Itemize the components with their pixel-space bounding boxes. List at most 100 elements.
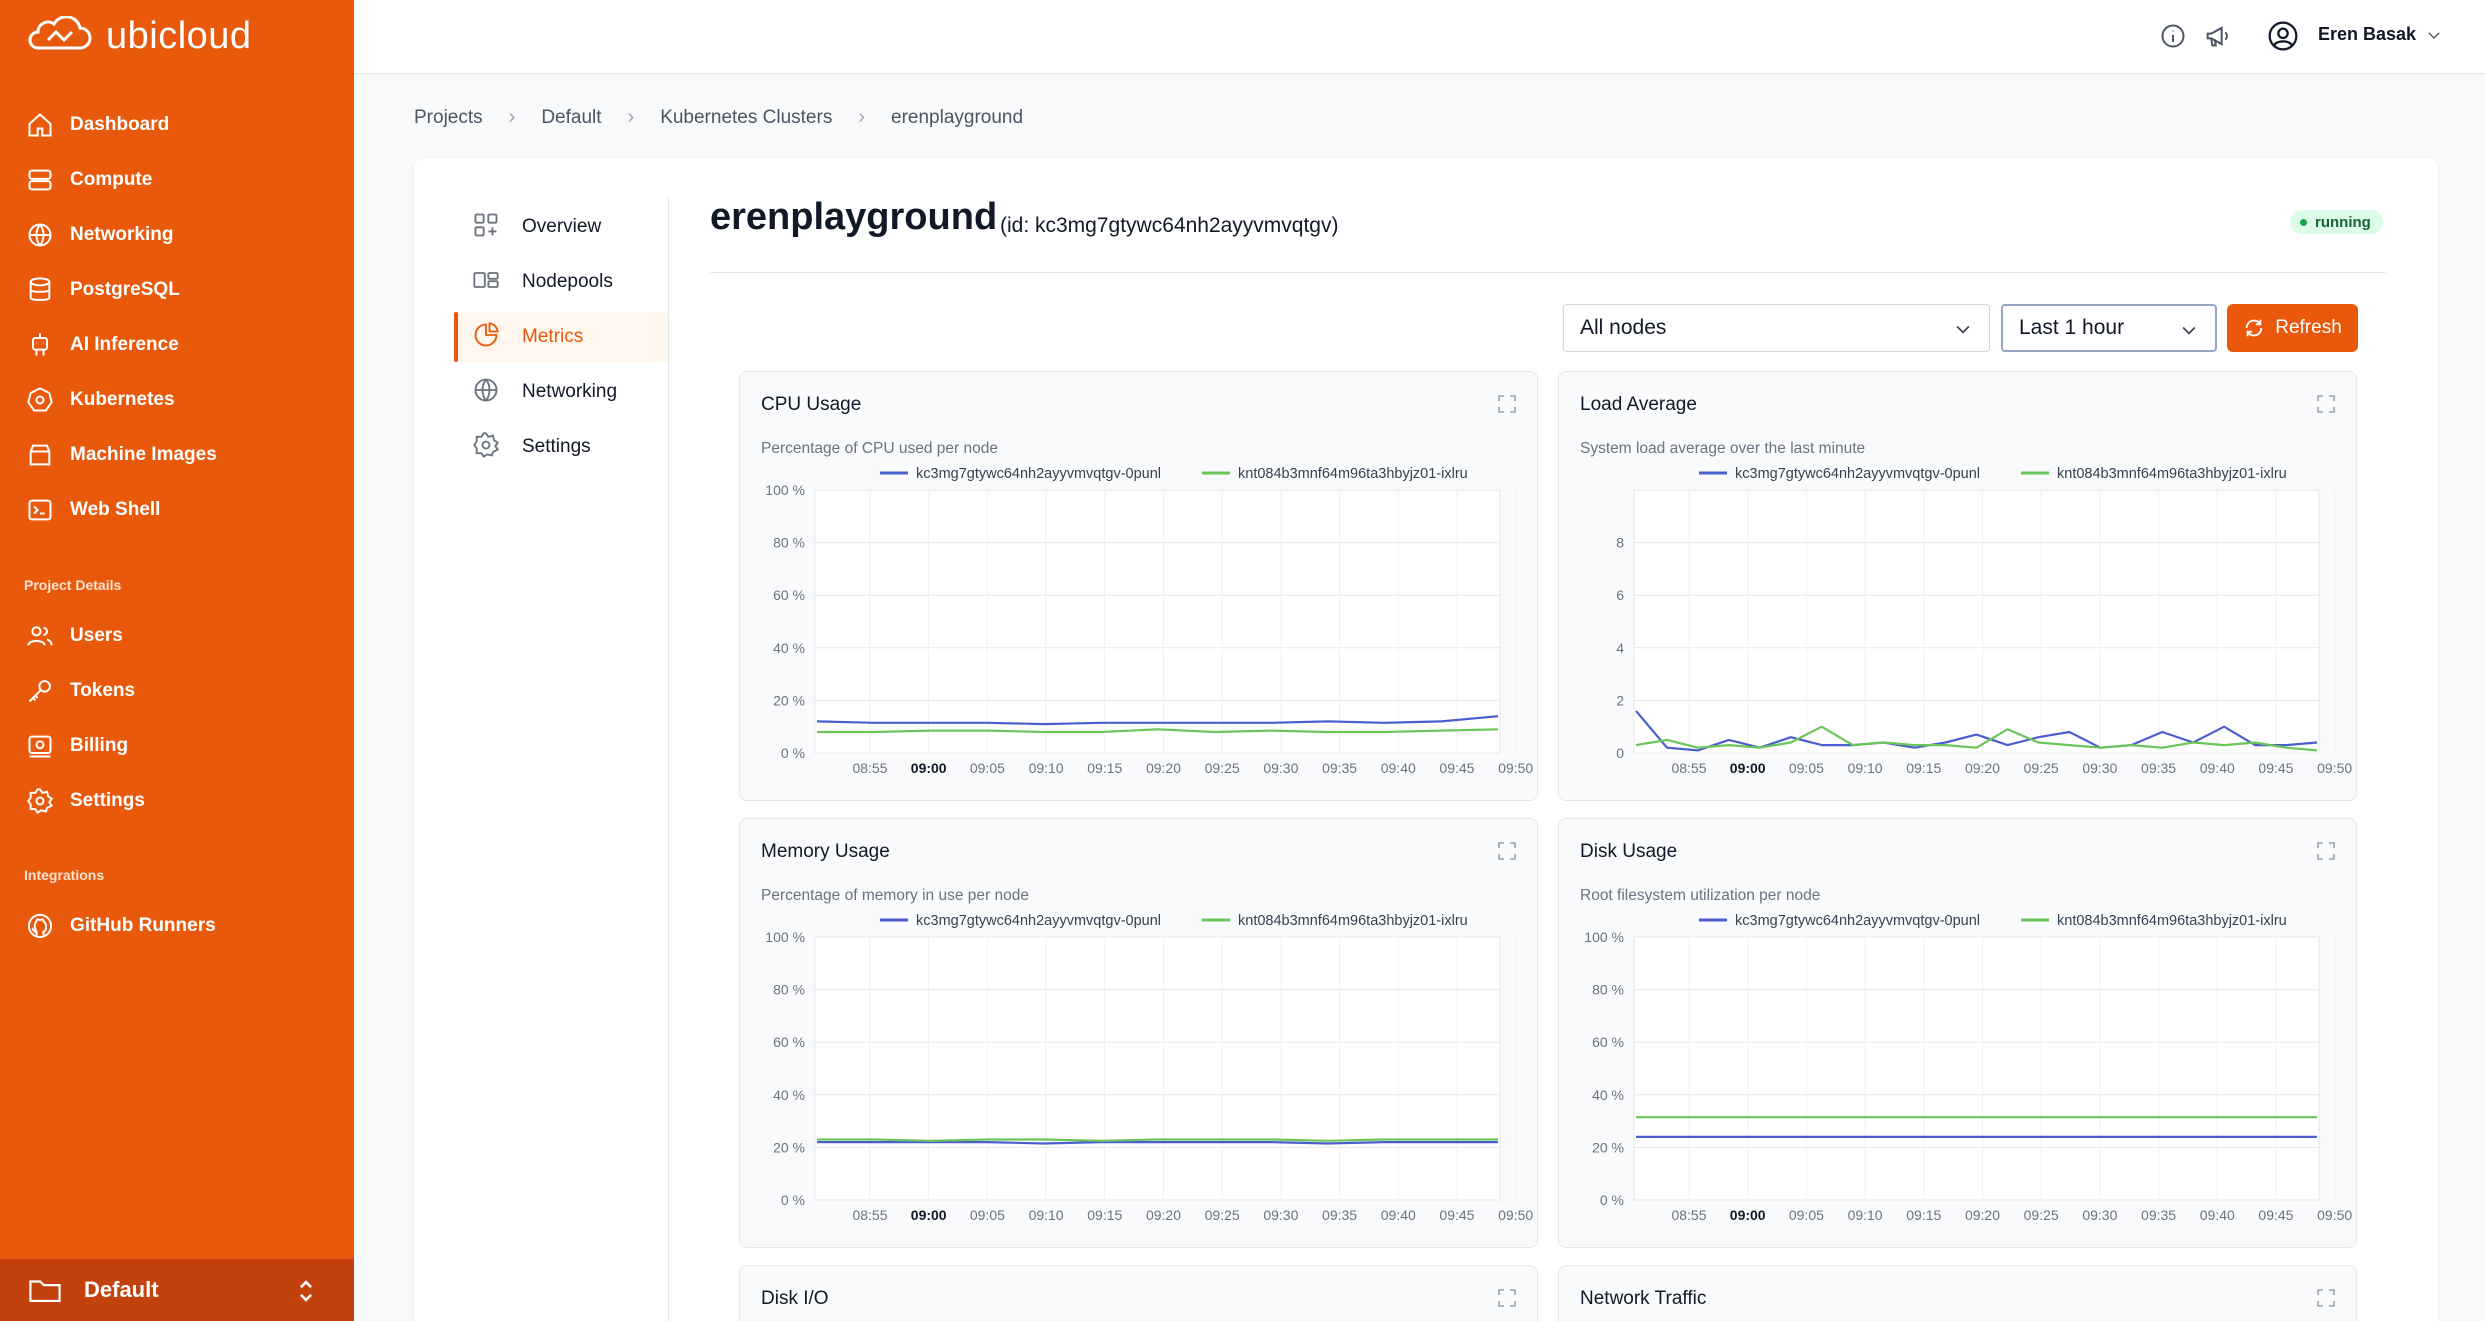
y-tick-label: 80 % bbox=[773, 535, 805, 551]
plot-area bbox=[1633, 936, 2320, 1201]
y-tick-label: 0 bbox=[1616, 745, 1624, 761]
refresh-label: Refresh bbox=[2275, 317, 2342, 338]
tab-nodepools[interactable]: Nodepools bbox=[454, 257, 670, 307]
user-avatar-icon[interactable] bbox=[2267, 20, 2299, 52]
x-tick-label: 09:30 bbox=[1263, 760, 1298, 776]
y-tick-label: 20 % bbox=[1592, 1139, 1624, 1155]
brand-logo[interactable]: ubicloud bbox=[24, 14, 252, 58]
sidebar-item-machine-images[interactable]: Machine Images bbox=[0, 427, 354, 482]
series-line bbox=[817, 1141, 1498, 1145]
breadcrumb-cluster[interactable]: erenplayground bbox=[891, 106, 1024, 128]
project-switcher[interactable]: Default bbox=[0, 1259, 354, 1321]
tab-overview[interactable]: Overview bbox=[454, 202, 670, 252]
x-tick-label: 09:20 bbox=[1965, 760, 2000, 776]
project-details-heading: Project Details bbox=[24, 577, 122, 593]
x-tick-label: 09:05 bbox=[970, 1207, 1005, 1223]
x-tick-label: 09:40 bbox=[2200, 1207, 2235, 1223]
y-tick-label: 80 % bbox=[1592, 982, 1624, 998]
chart-subtitle: Root filesystem utilization per node bbox=[1580, 887, 1821, 904]
expand-icon[interactable] bbox=[1497, 1288, 1517, 1308]
sidebar-item-label: Machine Images bbox=[70, 443, 217, 465]
time-range-value: Last 1 hour bbox=[2019, 316, 2125, 339]
users-icon bbox=[26, 622, 54, 650]
folder-icon bbox=[29, 1280, 61, 1303]
sidebar-item-label: Kubernetes bbox=[70, 388, 175, 410]
legend-label: kc3mg7gtywc64nh2ayyvmvqtgv-0punl bbox=[1735, 466, 1980, 482]
breadcrumb-projects[interactable]: Projects bbox=[414, 106, 483, 128]
y-tick-label: 4 bbox=[1616, 640, 1624, 656]
x-tick-label: 09:35 bbox=[1322, 1207, 1357, 1223]
sidebar-item-tokens[interactable]: Tokens bbox=[0, 663, 354, 718]
sidebar-item-networking[interactable]: Networking bbox=[0, 207, 354, 262]
megaphone-icon[interactable] bbox=[2203, 22, 2231, 50]
info-icon[interactable] bbox=[2159, 22, 2187, 50]
sidebar-item-kubernetes[interactable]: Kubernetes bbox=[0, 372, 354, 427]
x-tick-label: 09:20 bbox=[1965, 1207, 2000, 1223]
x-tick-label: 09:05 bbox=[970, 760, 1005, 776]
expand-icon[interactable] bbox=[1497, 841, 1517, 861]
server-icon bbox=[26, 166, 54, 194]
series-line bbox=[1635, 710, 2318, 752]
sidebar-item-web-shell[interactable]: Web Shell bbox=[0, 482, 354, 537]
breadcrumb-default[interactable]: Default bbox=[541, 106, 602, 128]
status-text: running bbox=[2315, 213, 2371, 231]
sidebar-item-users[interactable]: Users bbox=[0, 608, 354, 663]
refresh-button[interactable]: Refresh bbox=[2227, 304, 2358, 352]
chart-title: Disk I/O bbox=[761, 1288, 829, 1309]
chevron-down-icon[interactable] bbox=[2425, 26, 2443, 44]
tab-settings[interactable]: Settings bbox=[454, 422, 670, 472]
globe-icon bbox=[26, 221, 54, 249]
sidebar-item-settings[interactable]: Settings bbox=[0, 773, 354, 828]
x-tick-label: 09:30 bbox=[2082, 760, 2117, 776]
y-tick-label: 8 bbox=[1616, 535, 1624, 551]
x-tick-label: 09:20 bbox=[1146, 1207, 1181, 1223]
sidebar-item-postgresql[interactable]: PostgreSQL bbox=[0, 262, 354, 317]
tab-metrics[interactable]: Metrics bbox=[454, 312, 670, 362]
sidebar-item-label: PostgreSQL bbox=[70, 278, 180, 300]
y-tick-label: 20 % bbox=[773, 692, 805, 708]
y-tick-label: 60 % bbox=[1592, 1034, 1624, 1050]
x-tick-label: 09:00 bbox=[1730, 760, 1766, 776]
database-icon bbox=[26, 276, 54, 304]
tab-networking[interactable]: Networking bbox=[454, 367, 670, 417]
sidebar-item-github-runners[interactable]: GitHub Runners bbox=[0, 898, 354, 953]
home-icon bbox=[26, 111, 54, 139]
chevron-right-icon: › bbox=[508, 106, 516, 128]
plot-area bbox=[814, 489, 1501, 754]
legend-label: knt084b3mnf64m96ta3hbyjz01-ixlru bbox=[2057, 913, 2287, 929]
github-icon bbox=[26, 912, 54, 940]
expand-icon[interactable] bbox=[1497, 394, 1517, 414]
sidebar-item-label: Dashboard bbox=[70, 113, 170, 135]
node-select[interactable]: All nodes bbox=[1563, 304, 1990, 352]
expand-icon[interactable] bbox=[2316, 1288, 2336, 1308]
y-tick-label: 2 bbox=[1616, 692, 1624, 708]
series-line bbox=[817, 1138, 1498, 1142]
x-tick-label: 09:45 bbox=[2258, 1207, 2293, 1223]
sidebar-item-ai-inference[interactable]: AI Inference bbox=[0, 317, 354, 372]
expand-icon[interactable] bbox=[2316, 841, 2336, 861]
plot-area bbox=[1633, 489, 2320, 754]
kubernetes-icon bbox=[26, 386, 54, 414]
sidebar-item-label: Web Shell bbox=[70, 498, 161, 520]
x-tick-label: 09:10 bbox=[1029, 760, 1064, 776]
sidebar-item-dashboard[interactable]: Dashboard bbox=[0, 97, 354, 152]
y-tick-label: 40 % bbox=[773, 640, 805, 656]
breadcrumb-kubernetes-clusters[interactable]: Kubernetes Clusters bbox=[660, 106, 833, 128]
sidebar-item-compute[interactable]: Compute bbox=[0, 152, 354, 207]
sidebar-item-label: GitHub Runners bbox=[70, 914, 216, 936]
tab-label: Settings bbox=[522, 436, 591, 457]
expand-icon[interactable] bbox=[2316, 394, 2336, 414]
time-range-select[interactable]: Last 1 hour bbox=[2001, 304, 2217, 352]
series-line bbox=[817, 728, 1499, 734]
sidebar-item-label: Billing bbox=[70, 734, 129, 756]
x-tick-label: 09:15 bbox=[1906, 1207, 1941, 1223]
y-tick-label: 0 % bbox=[781, 745, 805, 761]
plot-area bbox=[814, 936, 1501, 1201]
sidebar-item-billing[interactable]: Billing bbox=[0, 718, 354, 773]
sidebar-item-label: Compute bbox=[70, 168, 153, 190]
x-tick-label: 09:50 bbox=[1498, 1207, 1533, 1223]
x-tick-label: 09:05 bbox=[1789, 760, 1824, 776]
x-tick-label: 09:45 bbox=[1439, 1207, 1474, 1223]
legend-label: kc3mg7gtywc64nh2ayyvmvqtgv-0punl bbox=[1735, 913, 1980, 929]
user-name[interactable]: Eren Basak bbox=[2318, 24, 2417, 44]
